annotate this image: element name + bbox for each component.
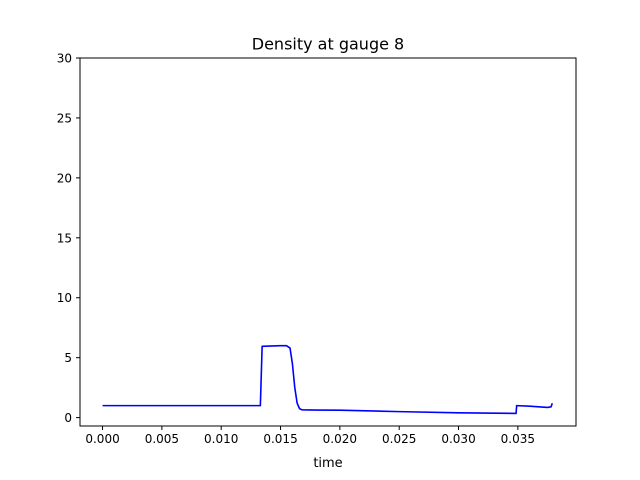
x-tick-label: 0.015 <box>263 432 297 446</box>
axes-frame <box>79 57 577 427</box>
y-tick-label: 25 <box>57 111 72 125</box>
y-tick-label: 0 <box>64 411 72 425</box>
x-tick-label: 0.035 <box>501 432 535 446</box>
x-tick-label: 0.000 <box>85 432 119 446</box>
y-tick-label: 5 <box>64 351 72 365</box>
series-line-0 <box>102 344 554 415</box>
chart-title: Density at gauge 8 <box>252 35 404 54</box>
y-tick-label: 15 <box>57 231 72 245</box>
y-axis: 0 5 10 15 20 25 30 <box>57 52 80 425</box>
y-tick-label: 20 <box>57 171 72 185</box>
y-tick-label: 10 <box>57 291 72 305</box>
x-tick-label: 0.010 <box>204 432 238 446</box>
x-tick-label: 0.025 <box>382 432 416 446</box>
x-tick-label: 0.020 <box>323 432 357 446</box>
x-tick-label: 0.030 <box>441 432 475 446</box>
x-axis-label: time <box>313 456 342 471</box>
x-axis: 0.000 0.005 0.010 0.015 0.020 0.025 0.030 0.035 <box>85 426 535 446</box>
y-tick-label: 30 <box>57 52 72 66</box>
x-tick-label: 0.005 <box>145 432 179 446</box>
plot-area <box>102 344 554 415</box>
